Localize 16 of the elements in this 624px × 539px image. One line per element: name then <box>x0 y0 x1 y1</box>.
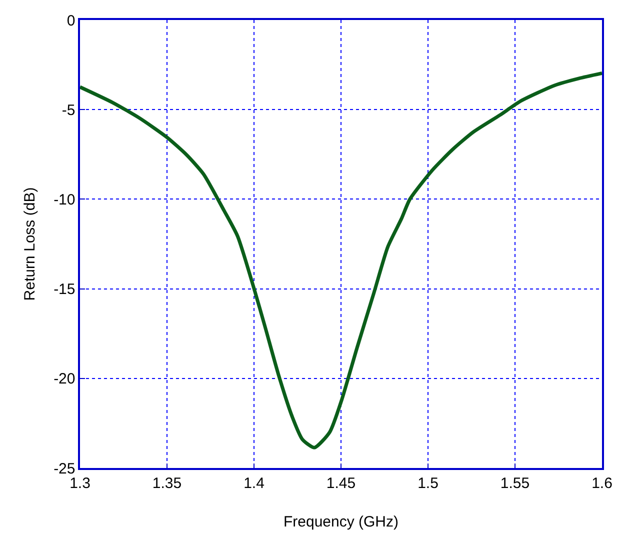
x-tick-label: 1.55 <box>500 474 530 492</box>
x-tick-label: 1.5 <box>418 474 438 492</box>
y-tick-label: -20 <box>54 370 76 388</box>
x-tick-label: 1.3 <box>70 474 90 492</box>
x-tick-label: 1.6 <box>592 474 612 492</box>
x-axis-title: Frequency (GHz) <box>283 513 399 530</box>
x-tick-label: 1.45 <box>326 474 356 492</box>
y-tick-label: -5 <box>62 102 76 119</box>
y-axis-title: Return Loss (dB) <box>21 187 38 301</box>
y-tick-label: -10 <box>54 191 76 208</box>
y-tick-label: -25 <box>54 460 76 478</box>
line-series <box>80 71 602 450</box>
y-tick-label: -15 <box>54 281 76 298</box>
y-tick-label: 0 <box>66 12 76 30</box>
x-tick-label: 1.4 <box>244 474 264 492</box>
x-tick-label: 1.35 <box>152 474 182 492</box>
